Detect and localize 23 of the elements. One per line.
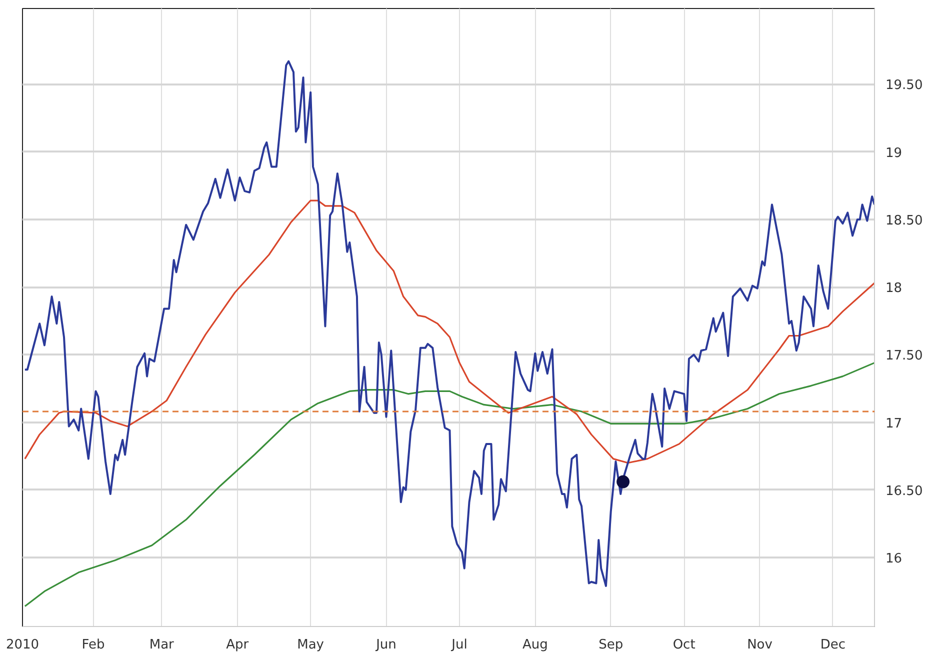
y-tick-label: 17 <box>886 416 902 432</box>
x-tick-label: Jul <box>450 638 468 652</box>
y-tick-label: 19.50 <box>886 78 923 94</box>
x-tick-label: Aug <box>522 638 548 652</box>
x-tick-label: Feb <box>82 638 105 652</box>
line-series <box>24 60 874 587</box>
x-tick-label: 2010 <box>6 638 40 652</box>
y-tick-label: 18.50 <box>886 213 923 228</box>
x-tick-label: Jun <box>375 638 396 652</box>
x-tick-label: May <box>297 638 324 652</box>
y-tick-label: 18 <box>886 281 902 296</box>
x-tick-label: Dec <box>820 638 846 652</box>
line-series <box>24 200 874 464</box>
x-tick-label: Oct <box>672 638 696 652</box>
x-tick-label: Sep <box>598 638 624 652</box>
x-tick-label: Apr <box>226 638 250 652</box>
y-tick-label: 17.50 <box>886 348 923 364</box>
y-tick-label: 16 <box>886 552 902 567</box>
line-series <box>24 362 874 608</box>
x-tick-label: Mar <box>149 638 175 652</box>
y-tick-label: 19 <box>886 146 902 161</box>
y-tick-label: 16.50 <box>886 484 923 499</box>
x-tick-label: Nov <box>747 638 773 652</box>
